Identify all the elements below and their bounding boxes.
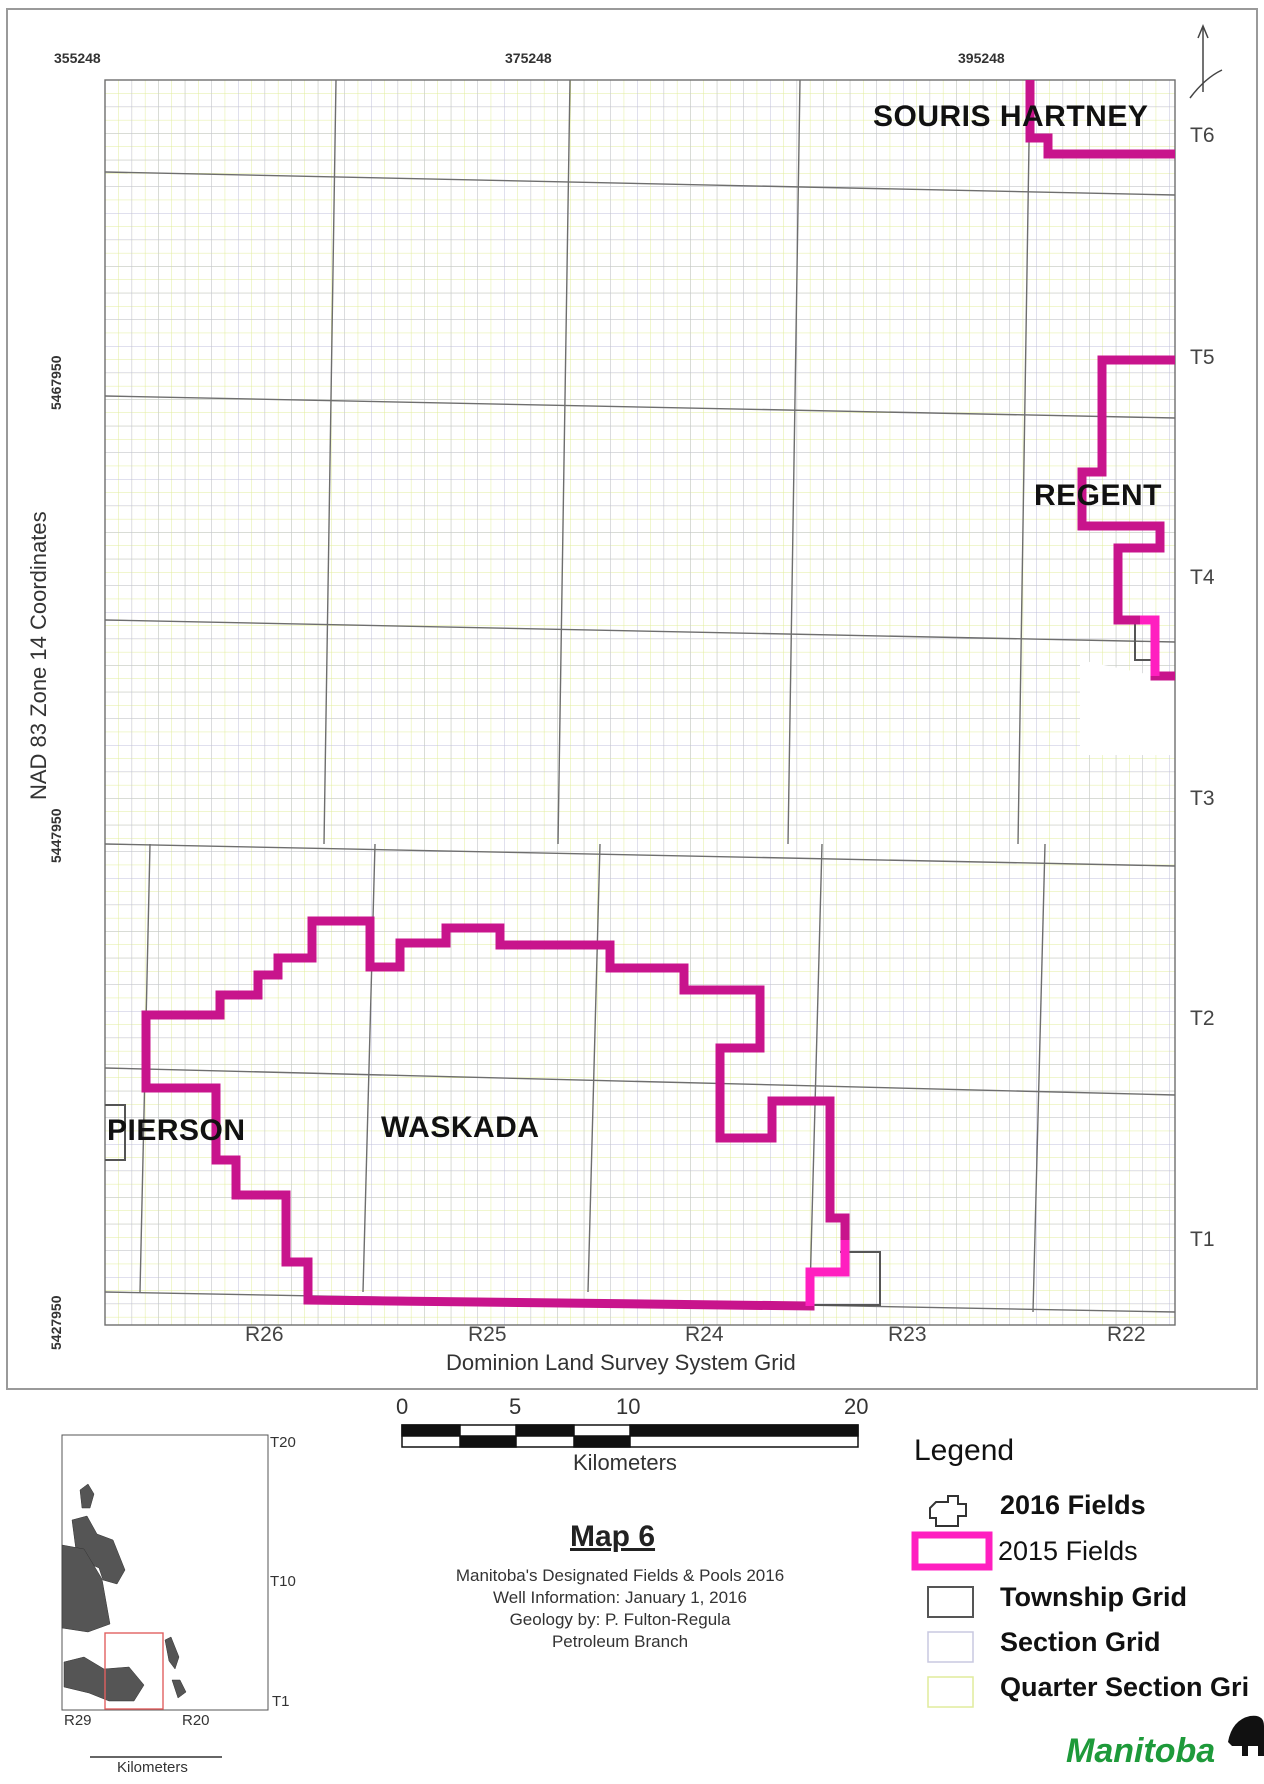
range-label-r22: R22 — [1107, 1323, 1146, 1346]
map-frame — [6, 8, 1258, 1390]
township-label-t2: T2 — [1190, 1007, 1215, 1030]
inset-township-t10: T10 — [270, 1573, 296, 1590]
north-arrow-icon — [1189, 24, 1223, 99]
inset-range-r29: R29 — [64, 1712, 92, 1729]
legend-label-2015-fields: 2015 Fields — [998, 1536, 1138, 1566]
left-coord-1: 5467950 — [48, 355, 64, 410]
top-coord-3: 395248 — [958, 50, 1005, 66]
credit-line-3: Geology by: P. Fulton-Regula — [509, 1610, 731, 1629]
fields-2015-bright — [805, 615, 1160, 1306]
fields-2016 — [105, 620, 1155, 1306]
range-label-r23: R23 — [888, 1323, 927, 1346]
township-label-t1: T1 — [1190, 1228, 1215, 1251]
x-axis-label: Dominion Land Survey System Grid — [446, 1350, 796, 1375]
inset-range-r20: R20 — [182, 1712, 210, 1729]
section-grid-icon — [927, 1631, 974, 1663]
township-label-t5: T5 — [1190, 346, 1215, 369]
map-title: Map 6 — [570, 1520, 656, 1553]
credit-line-2: Well Information: January 1, 2016 — [493, 1588, 747, 1607]
legend-label-section-grid: Section Grid — [1000, 1627, 1161, 1657]
range-label-r26: R26 — [245, 1323, 284, 1346]
legend-label-quarter-section-grid: Quarter Section Gri — [1000, 1672, 1250, 1702]
township-label-t4: T4 — [1190, 566, 1215, 589]
scale-unit: Kilometers — [573, 1450, 677, 1475]
inset-township-t1: T1 — [272, 1693, 290, 1710]
map-body — [105, 80, 1175, 1325]
inset-scale-unit: Kilometers — [117, 1759, 188, 1776]
scale-bar — [401, 1424, 859, 1448]
legend-label-township-grid: Township Grid — [1000, 1582, 1187, 1612]
credit-line-1: Manitoba's Designated Fields & Pools 201… — [455, 1566, 785, 1585]
township-label-t6: T6 — [1190, 124, 1215, 147]
legend-title: Legend — [914, 1434, 1015, 1467]
range-label-r25: R25 — [468, 1323, 507, 1346]
scale-tick-20: 20 — [844, 1394, 869, 1419]
fields-2016-icon — [929, 1495, 967, 1527]
fields-2015-icon — [911, 1531, 993, 1571]
field-label-pierson: PIERSON — [107, 1114, 246, 1147]
legend-symbols — [911, 1495, 993, 1708]
scale-tick-5: 5 — [509, 1394, 522, 1419]
top-coord-2: 375248 — [505, 50, 552, 66]
field-label-souris-hartney: SOURIS HARTNEY — [873, 100, 1149, 133]
scale-tick-10: 10 — [616, 1394, 641, 1419]
legend-label-2016-fields: 2016 Fields — [1000, 1490, 1146, 1520]
inset-township-t20: T20 — [270, 1434, 296, 1451]
scale-tick-0: 0 — [396, 1394, 409, 1419]
inset-map — [61, 1434, 269, 1758]
township-label-t3: T3 — [1190, 787, 1215, 810]
left-coord-3: 5427950 — [48, 1295, 64, 1350]
left-coord-2: 5447950 — [48, 808, 64, 863]
field-label-waskada: WASKADA — [381, 1111, 540, 1144]
manitoba-logo: Manitoba — [1066, 1732, 1216, 1770]
quarter-section-grid-icon — [927, 1676, 974, 1708]
y-axis-label: NAD 83 Zone 14 Coordinates — [26, 511, 51, 800]
top-coord-1: 355248 — [54, 50, 101, 66]
range-label-r24: R24 — [685, 1323, 724, 1346]
township-grid-icon — [927, 1586, 974, 1618]
credit-line-4: Petroleum Branch — [551, 1632, 689, 1651]
field-label-regent: REGENT — [1034, 479, 1163, 512]
bison-icon — [1228, 1715, 1264, 1756]
